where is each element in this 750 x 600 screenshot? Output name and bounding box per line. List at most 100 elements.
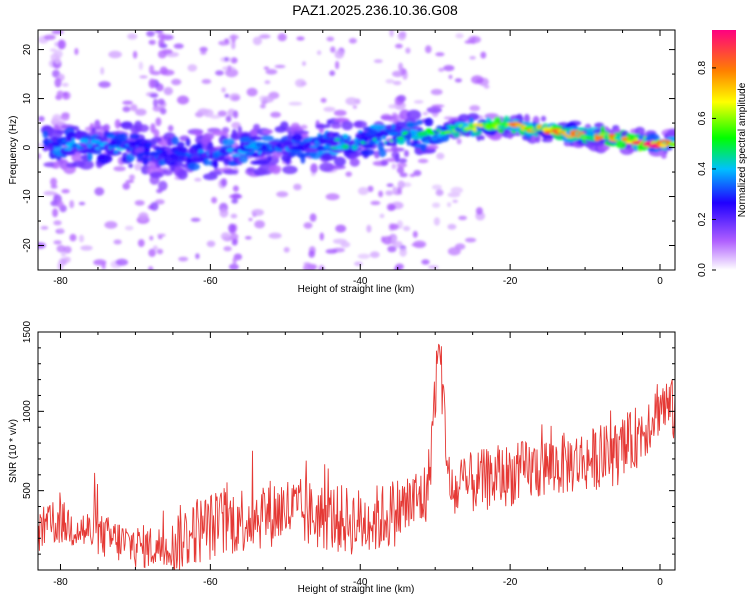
heatmap-streak-cell [231,95,240,101]
x-tick-label: -80 [53,577,68,588]
heatmap-noise-cell [139,75,148,79]
heatmap-ridge-cell [239,154,249,164]
heatmap-ridge-cell [376,131,389,137]
heatmap-noise-cell [134,163,143,171]
heatmap-noise-cell [187,64,198,72]
heatmap-noise-cell [435,189,444,197]
heatmap-noise-cell [333,109,347,117]
x-tick-label: -40 [353,276,368,287]
heatmap-noise-cell [264,80,271,85]
heatmap-noise-cell [130,104,138,112]
heatmap-noise-cell [367,185,374,193]
heatmap-ridge-cell [404,150,409,157]
heatmap-ridge-cell [306,147,319,153]
heatmap-noise-cell [283,247,290,253]
heatmap-noise-cell [260,103,266,109]
heatmap-noise-cell [173,43,184,49]
heatmap-ridge-cell [353,120,368,129]
heatmap-noise-cell [122,106,131,113]
heatmap-ridge-cell [176,141,185,148]
colorbar-tick-label: 0.6 [697,111,708,125]
heatmap-noise-cell [456,138,462,145]
heatmap-ridge-cell [398,158,408,164]
snr-axes: -80 -60 -40 -20 0 500 1000 1500 [22,320,675,588]
heatmap-ridge-cell [77,146,85,150]
heatmap-ridge-cell [379,137,383,141]
heatmap-noise-cell [326,36,335,42]
heatmap-streak-cell [228,223,236,233]
heatmap-streak-cell [396,166,405,174]
heatmap-ridge-cell [355,133,362,139]
heatmap-noise-cell [428,265,439,269]
heatmap-ridge-cell [480,135,485,141]
heatmap-noise-cell [455,33,464,39]
heatmap-ridge-cell [231,153,241,157]
heatmap-noise-cell [60,251,67,257]
heatmap-noise-cell [433,217,440,226]
heatmap-noise-cell [190,217,201,222]
heatmap-ridge-cell [150,123,156,134]
heatmap-noise-cell [435,52,445,57]
heatmap-streak-cell [217,110,227,117]
heatmap-ridge-cell [349,158,360,167]
heatmap-noise-cell [309,213,317,222]
heatmap-streak-cell [231,198,238,204]
heatmap-ridge-cell [575,131,579,136]
heatmap-streak-cell [232,185,239,192]
heatmap-noise-cell [132,50,138,59]
heatmap-noise-cell [475,78,484,84]
heatmap-streak-cell [391,236,397,246]
heatmap-noise-cell [137,239,145,248]
heatmap-ridge-cell [333,156,346,167]
heatmap-streak-cell [391,163,397,170]
heatmap-streak-cell [225,115,232,123]
heatmap-noise-cell [316,50,322,55]
heatmap-noise-cell [335,60,340,70]
heatmap-noise-cell [69,200,75,209]
heatmap-ridge-cell [270,146,277,150]
heatmap-streak-cell [396,94,407,103]
heatmap-noise-cell [303,222,313,229]
heatmap-ridge-cell [331,123,342,129]
heatmap-noise-cell [373,59,383,63]
heatmap-streak-cell [155,117,162,127]
heatmap-streak-cell [220,232,231,241]
heatmap-ridge-cell [84,140,88,145]
heatmap-noise-cell [405,47,411,54]
heatmap-noise-cell [215,70,224,76]
spectrogram-axes: -80 -60 -40 -20 0 -20 -10 0 10 20 [22,30,675,287]
heatmap-ridge-cell [431,136,438,141]
heatmap-noise-cell [385,190,394,196]
heatmap-noise-cell [432,202,441,208]
heatmap-ridge-cell [90,139,101,144]
heatmap-noise-cell [388,104,397,109]
colorbar-tick-label: 0.4 [697,162,708,176]
heatmap-streak-cell [148,78,156,89]
heatmap-streak-cell [57,228,64,233]
heatmap-streak-cell [158,180,168,191]
heatmap-ridge-cell [385,157,399,162]
heatmap-noise-cell [348,38,357,44]
heatmap-ridge-cell [287,131,292,141]
snr-series-line [38,343,675,570]
heatmap-noise-cell [379,213,385,219]
heatmap-noise-cell [288,101,302,106]
heatmap-ridge-cell [634,126,645,136]
heatmap-streak-cell [157,50,167,59]
heatmap-streak-cell [224,57,229,62]
heatmap-noise-cell [263,66,270,70]
heatmap-noise-cell [38,153,42,160]
heatmap-ridge-cell [114,119,121,129]
heatmap-streak-cell [387,245,397,253]
heatmap-streak-cell [393,80,402,86]
heatmap-ridge-cell [310,163,318,174]
heatmap-noise-cell [40,226,49,230]
heatmap-ridge-cell [71,138,75,144]
heatmap-noise-cell [369,251,380,258]
heatmap-noise-cell [171,78,182,86]
heatmap-ridge-cell [405,122,419,128]
heatmap-noise-cell [318,265,325,270]
heatmap-ridge-cell [627,147,634,153]
heatmap-streak-cell [220,178,228,187]
